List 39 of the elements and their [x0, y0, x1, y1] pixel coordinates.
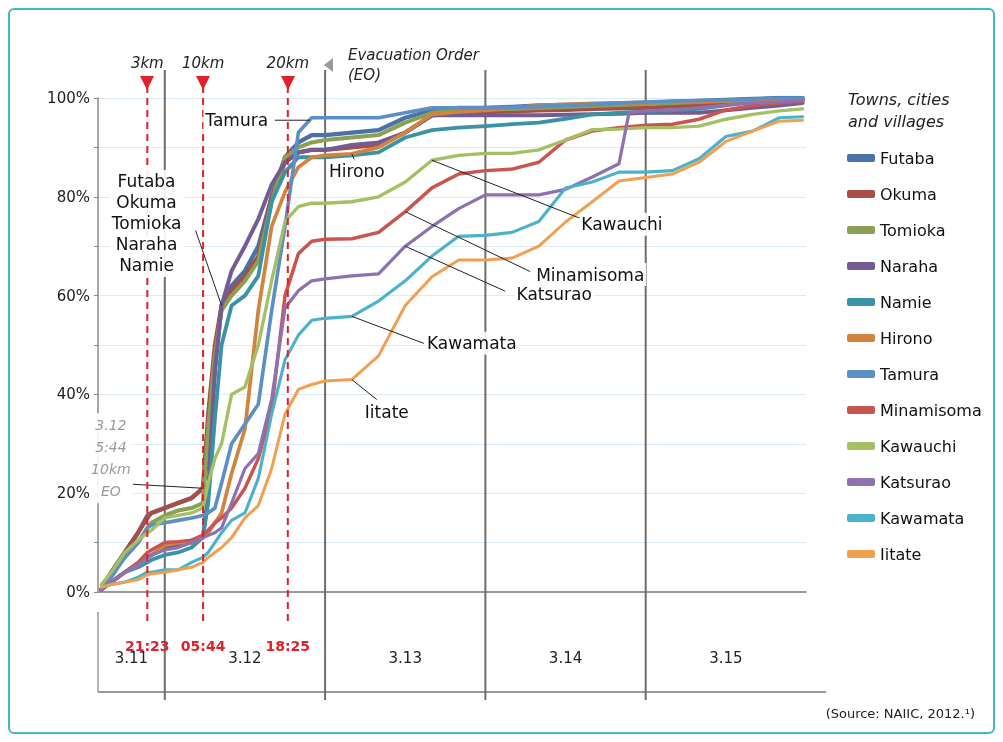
text: 05:44: [180, 638, 226, 654]
text: (Source: NAIIC, 2012.¹): [825, 706, 976, 721]
legend-label: Tamura: [879, 364, 940, 384]
x-tick-label: 3.13: [388, 648, 422, 667]
annotation: Futaba Okuma Tomioka Naraha Namie: [110, 171, 182, 276]
legend-label: Katsurao: [880, 472, 951, 492]
legend-label: Hirono: [880, 328, 933, 348]
ref-line-label: 3km: [130, 53, 164, 72]
legend-label: Naraha: [880, 256, 939, 276]
legend-label: Kawauchi: [880, 436, 957, 456]
annotation: Iitate: [364, 401, 409, 422]
legend-label: Kawamata: [880, 508, 965, 528]
annotation: Tamura: [204, 110, 269, 131]
legend-label: Tomioka: [879, 220, 946, 240]
x-tick-label: 3.14: [548, 648, 583, 667]
ref-line-label: 10km: [181, 53, 225, 72]
annotation: Hirono: [328, 160, 385, 181]
text: 18:25: [265, 638, 311, 654]
annotation: Kawauchi: [581, 214, 663, 235]
y-tick-label: 20%: [56, 484, 90, 503]
y-tick-label: 80%: [56, 187, 90, 206]
annotation: Katsurao: [516, 284, 592, 305]
text: Evacuation Order (EO): [348, 46, 480, 84]
legend-label: Okuma: [880, 184, 937, 204]
y-tick-label: 0%: [66, 583, 90, 601]
legend-label: Futaba: [880, 148, 935, 168]
annotation: 3.12 5:44 10km EO: [91, 417, 131, 500]
y-tick-label: 40%: [56, 385, 90, 404]
x-tick-label: 3.15: [709, 648, 743, 667]
legend-label: Iitate: [880, 544, 922, 564]
legend-title: Towns, cities and villages: [848, 89, 950, 131]
y-tick-label: 60%: [56, 286, 90, 305]
annotation: Minamisoma: [536, 264, 645, 285]
annotation: Kawamata: [426, 333, 517, 354]
y-tick-label: 100%: [47, 89, 90, 107]
ref-line-label: 20km: [266, 53, 309, 72]
legend-label: Minamisoma: [880, 400, 982, 420]
legend-label: Namie: [880, 292, 932, 312]
x-tick-label: 3.12: [228, 648, 262, 667]
